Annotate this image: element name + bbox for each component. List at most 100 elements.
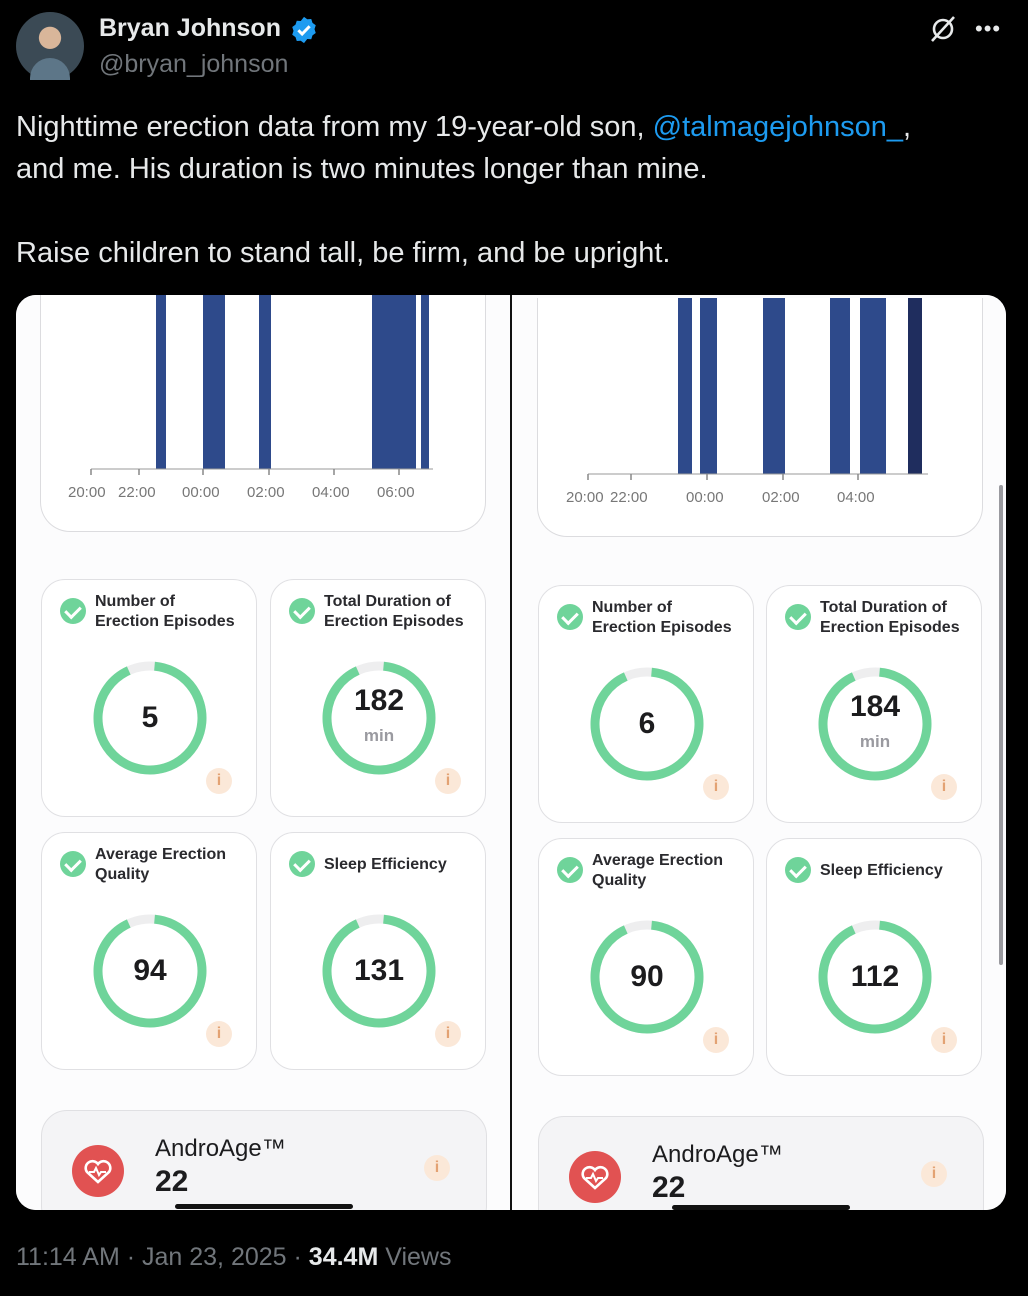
- tweet-date[interactable]: Jan 23, 2025: [142, 1243, 287, 1271]
- chart-bar: [860, 298, 886, 474]
- androage-card[interactable]: AndroAge™ 22 i: [538, 1116, 984, 1210]
- info-icon[interactable]: i: [206, 1021, 232, 1047]
- tweet-text-line2: and me. His duration is two minutes long…: [16, 153, 708, 185]
- check-icon: [557, 857, 583, 883]
- progress-ring: [818, 667, 932, 781]
- meta-separator: ·: [119, 1243, 142, 1271]
- chart-bar: [421, 295, 429, 469]
- tweet-media[interactable]: 20:00 22:00 00:00 02:00 04:00 06:00 Numb…: [16, 295, 1006, 1210]
- heart-icon: [569, 1151, 621, 1203]
- tick-label: 04:00: [837, 489, 875, 506]
- info-icon[interactable]: i: [435, 1021, 461, 1047]
- tile-episode-count[interactable]: Number of Erection Episodes 5 i: [41, 579, 257, 817]
- verified-badge-icon: [292, 16, 316, 44]
- tweet-meta: 11:14 AM · Jan 23, 2025 · 34.4M Views: [16, 1243, 451, 1272]
- info-icon[interactable]: i: [703, 774, 729, 800]
- views-count[interactable]: 34.4M: [308, 1243, 379, 1271]
- tick-label: 22:00: [118, 484, 156, 501]
- chart-bar: [763, 298, 785, 474]
- tile-sleep-efficiency[interactable]: Sleep Efficiency 112 i: [766, 838, 982, 1076]
- info-icon[interactable]: i: [921, 1161, 947, 1187]
- tick-label: 20:00: [68, 484, 106, 501]
- tile-value: 94: [133, 954, 167, 987]
- mention-link[interactable]: @talmagejohnson_: [652, 111, 903, 143]
- info-icon[interactable]: i: [931, 1027, 957, 1053]
- androage-value: 22: [652, 1171, 686, 1204]
- tile-label: Total Duration of Erection Episodes: [324, 593, 464, 630]
- timeline-bars: [156, 295, 429, 469]
- home-indicator: [672, 1205, 850, 1210]
- progress-ring: [93, 914, 207, 1028]
- tick-label: 00:00: [182, 484, 220, 501]
- tile-label: Total Duration of Erection Episodes: [820, 599, 960, 636]
- tile-value: 112: [850, 960, 900, 993]
- check-icon: [289, 598, 315, 624]
- tweet-time[interactable]: 11:14 AM: [16, 1243, 120, 1271]
- info-icon[interactable]: i: [206, 768, 232, 794]
- chart-bar: [700, 298, 717, 474]
- tick-label: 06:00: [377, 484, 415, 501]
- tick-label: 22:00: [610, 489, 648, 506]
- tweet-text-line3: Raise children to stand tall, be firm, a…: [16, 237, 671, 269]
- grok-icon[interactable]: [928, 14, 958, 44]
- info-icon[interactable]: i: [703, 1027, 729, 1053]
- tile-value: 5: [141, 701, 159, 734]
- info-icon[interactable]: i: [424, 1155, 450, 1181]
- author-handle[interactable]: @bryan_johnson: [99, 50, 289, 78]
- tile-total-duration[interactable]: Total Duration of Erection Episodes 182 m…: [270, 579, 486, 817]
- erection-timeline-chart: 20:00 22:00 00:00 02:00 04:00 06:00: [40, 295, 486, 532]
- meta-separator: ·: [286, 1243, 309, 1271]
- tweet-text-comma: ,: [902, 111, 912, 143]
- more-options-icon[interactable]: •••: [975, 16, 1002, 41]
- screenshot-divider: [510, 295, 512, 1210]
- chart-bar: [156, 295, 166, 469]
- chart-bar: [372, 295, 416, 469]
- chart-bar: [908, 298, 922, 474]
- screenshot-son[interactable]: 20:00 22:00 00:00 02:00 04:00 06:00 Numb…: [16, 295, 511, 1210]
- tick-label: 00:00: [686, 489, 724, 506]
- erection-timeline-chart: 20:00 22:00 00:00 02:00 04:00: [537, 298, 983, 537]
- progress-ring: [322, 914, 436, 1028]
- views-label: Views: [378, 1243, 452, 1271]
- check-icon: [557, 604, 583, 630]
- timeline-chart-svg: 20:00 22:00 00:00 02:00 04:00 06:00: [68, 295, 433, 501]
- tile-label: Average Erection Quality: [592, 852, 724, 889]
- scrollbar[interactable]: [999, 485, 1003, 965]
- tile-episode-count[interactable]: Number of Erection Episodes 6 i: [538, 585, 754, 823]
- tick-label: 04:00: [312, 484, 350, 501]
- screenshot-father[interactable]: 20:00 22:00 00:00 02:00 04:00 Number of E…: [512, 295, 1006, 1210]
- progress-ring: [590, 667, 704, 781]
- chart-bar: [830, 298, 850, 474]
- chart-bar: [203, 295, 225, 469]
- tile-label: Number of Erection Episodes: [95, 593, 235, 630]
- tile-average-quality[interactable]: Average Erection Quality 90 i: [538, 838, 754, 1076]
- check-icon: [785, 604, 811, 630]
- progress-ring: [818, 920, 932, 1034]
- tweet-text: Nighttime erection data from my 19-year-…: [16, 106, 1006, 274]
- tile-value: 90: [630, 960, 664, 993]
- info-icon[interactable]: i: [931, 774, 957, 800]
- androage-card[interactable]: AndroAge™ 22 i: [41, 1110, 487, 1210]
- author-name[interactable]: Bryan Johnson: [99, 14, 281, 42]
- author-avatar[interactable]: [16, 12, 84, 80]
- tile-unit: min: [363, 726, 395, 745]
- tile-sleep-efficiency[interactable]: Sleep Efficiency 131 i: [270, 832, 486, 1070]
- androage-label: AndroAge™: [155, 1135, 286, 1162]
- info-icon[interactable]: i: [435, 768, 461, 794]
- timeline-chart-svg: 20:00 22:00 00:00 02:00 04:00: [566, 298, 928, 506]
- androage-value: 22: [155, 1165, 189, 1198]
- tile-value: 6: [638, 707, 656, 740]
- tile-total-duration[interactable]: Total Duration of Erection Episodes 184 m…: [766, 585, 982, 823]
- check-icon: [785, 857, 811, 883]
- tile-value: 184: [849, 690, 901, 723]
- progress-ring: [590, 920, 704, 1034]
- tick-label: 02:00: [762, 489, 800, 506]
- tile-average-quality[interactable]: Average Erection Quality 94 i: [41, 832, 257, 1070]
- tile-value: 131: [353, 954, 405, 987]
- tile-label: Sleep Efficiency: [324, 856, 447, 873]
- heart-icon: [72, 1145, 124, 1197]
- tweet-text-line1: Nighttime erection data from my 19-year-…: [16, 111, 653, 143]
- tile-label: Number of Erection Episodes: [592, 599, 732, 636]
- tick-label: 20:00: [566, 489, 604, 506]
- tile-value: 182: [353, 684, 405, 717]
